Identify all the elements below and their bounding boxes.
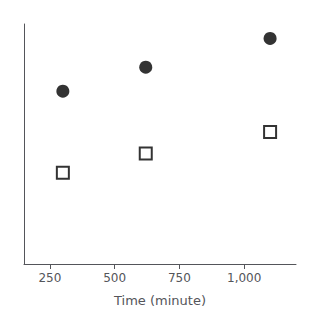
svg-text:500: 500 xyxy=(103,271,126,285)
svg-text:Time (minute): Time (minute) xyxy=(113,293,206,308)
svg-text:750: 750 xyxy=(168,271,191,285)
svg-text:250: 250 xyxy=(38,271,61,285)
svg-text:1,000: 1,000 xyxy=(227,271,261,285)
